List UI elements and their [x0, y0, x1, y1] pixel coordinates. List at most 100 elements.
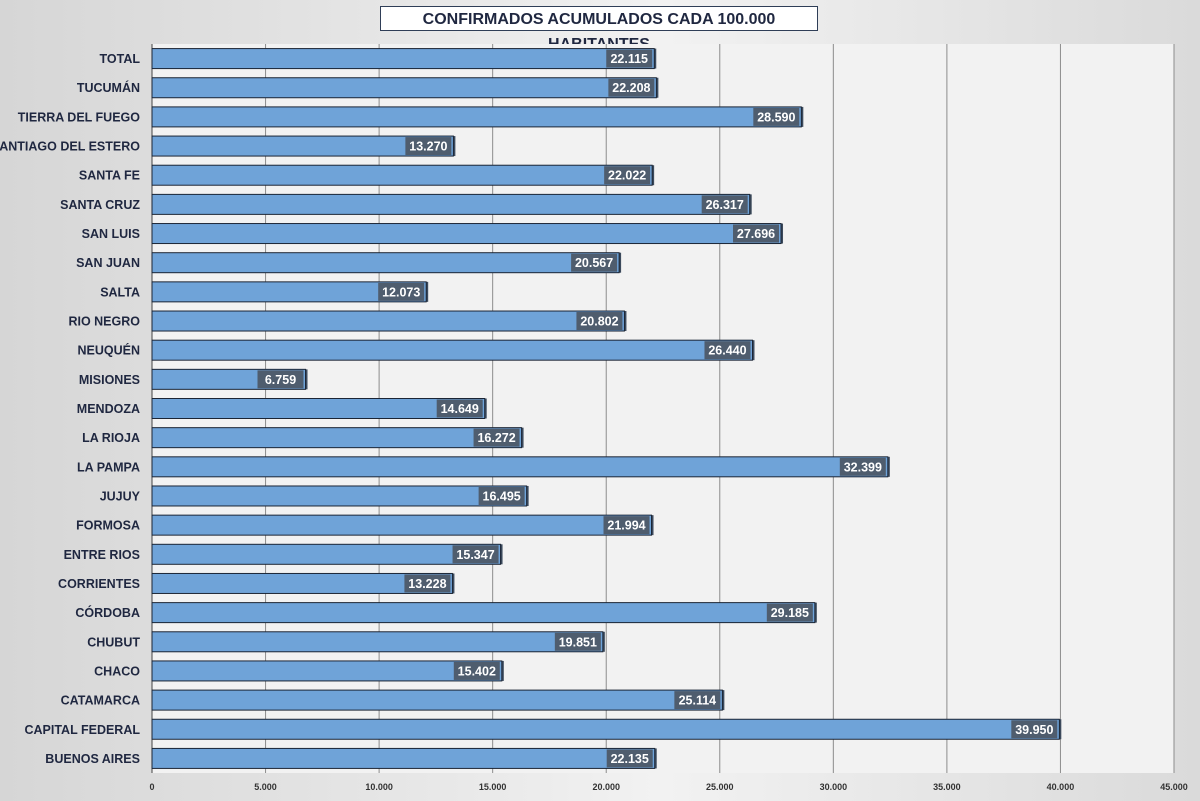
data-label: 14.649 [441, 402, 479, 416]
data-label: 15.347 [456, 548, 494, 562]
data-label: 22.208 [612, 81, 650, 95]
category-label: ENTRE RIOS [64, 548, 140, 562]
x-tick-label: 25.000 [706, 782, 734, 792]
bar [151, 485, 528, 507]
data-label-box [478, 486, 525, 505]
bar [151, 456, 889, 478]
category-label: NEUQUÉN [77, 343, 140, 358]
data-label-box [405, 137, 452, 156]
bar [151, 281, 427, 303]
category-label: CHACO [94, 664, 140, 678]
bar [151, 427, 523, 449]
data-label-box [701, 195, 748, 214]
data-label-box [604, 166, 651, 185]
category-label: CÓRDOBA [75, 605, 140, 620]
data-label: 32.399 [844, 460, 882, 474]
data-label: 22.135 [611, 752, 649, 766]
category-label: TIERRA DEL FUEGO [18, 110, 141, 124]
category-label: BUENOS AIRES [45, 752, 140, 766]
bar [151, 310, 625, 332]
category-label: TUCUMÁN [77, 80, 140, 95]
category-label: FORMOSA [76, 519, 140, 533]
data-label-box [674, 691, 721, 710]
category-label: CATAMARCA [61, 694, 140, 708]
data-label: 39.950 [1015, 723, 1053, 737]
bar [151, 602, 816, 624]
category-label: RIO NEGRO [68, 315, 140, 329]
data-label-box [452, 545, 499, 564]
data-label: 20.802 [580, 315, 618, 329]
data-label: 6.759 [265, 373, 296, 387]
category-label: SALTA [100, 285, 140, 299]
data-label-box [453, 661, 500, 680]
data-label: 20.567 [575, 256, 613, 270]
data-label-box [554, 632, 601, 651]
category-label: TOTAL [99, 52, 140, 66]
x-tick-label: 45.000 [1160, 782, 1188, 792]
x-tick-label: 40.000 [1047, 782, 1075, 792]
category-label: CAPITAL FEDERAL [24, 723, 140, 737]
bar [151, 48, 655, 70]
bar [151, 135, 454, 157]
category-label: SAN LUIS [82, 227, 140, 241]
data-label-box [576, 312, 623, 331]
category-label: LA PAMPA [77, 460, 140, 474]
bar [151, 77, 657, 99]
data-label: 16.272 [477, 431, 515, 445]
bar [151, 106, 802, 128]
bar [151, 164, 653, 186]
data-label: 22.022 [608, 169, 646, 183]
data-label: 19.851 [559, 635, 597, 649]
category-label: CORRIENTES [58, 577, 140, 591]
bar [151, 543, 502, 565]
data-label-box [603, 516, 650, 535]
data-label-box [436, 399, 483, 418]
data-label-box [378, 282, 425, 301]
x-tick-label: 0 [149, 782, 154, 792]
x-tick-label: 10.000 [365, 782, 393, 792]
category-label: SAN JUAN [76, 256, 140, 270]
data-label-box [257, 370, 304, 389]
data-label-box [753, 107, 800, 126]
data-label-box [704, 341, 751, 360]
data-label: 13.270 [409, 140, 447, 154]
data-label: 26.440 [708, 344, 746, 358]
bar [151, 514, 653, 536]
bar [151, 747, 656, 769]
category-labels: TOTAL TUCUMÁN TIERRA DEL FUEGO SANTIAGO DEL… [0, 52, 141, 766]
bar [151, 572, 453, 594]
data-label: 16.495 [483, 489, 521, 503]
bar [151, 223, 782, 245]
data-label-box [606, 749, 653, 768]
bar [151, 631, 604, 653]
data-label-box [404, 574, 451, 593]
data-label: 27.696 [737, 227, 775, 241]
data-label: 25.114 [679, 694, 717, 708]
data-label: 26.317 [706, 198, 744, 212]
data-label-box [733, 224, 780, 243]
category-label: LA RIOJA [82, 431, 140, 445]
category-label: SANTA CRUZ [60, 198, 140, 212]
data-label: 22.115 [610, 52, 648, 66]
category-label: SANTA FE [79, 169, 140, 183]
x-tick-label: 30.000 [820, 782, 848, 792]
category-label: SANTIAGO DEL ESTERO [0, 140, 140, 154]
data-label-box [1011, 720, 1058, 739]
bar [151, 193, 751, 215]
category-label: CHUBUT [87, 635, 140, 649]
x-tick-label: 5.000 [254, 782, 277, 792]
bar [151, 718, 1060, 740]
data-label: 29.185 [771, 606, 809, 620]
data-label-box [606, 49, 653, 68]
data-label: 13.228 [408, 577, 446, 591]
data-label: 12.073 [382, 285, 420, 299]
x-tick-label: 20.000 [592, 782, 620, 792]
bars-group: 22.115 22.208 28.590 13.270 22.022 26.317 27.6… [151, 48, 1062, 769]
x-tick-labels: 0 5.000 10.000 15.000 20.000 25.000 30.000 35.0… [149, 782, 1187, 792]
data-label-box [473, 428, 520, 447]
data-label: 15.402 [458, 664, 496, 678]
x-tick-label: 35.000 [933, 782, 961, 792]
chart-title: CONFIRMADOS ACUMULADOS CADA 100.000 HABI… [380, 6, 818, 53]
